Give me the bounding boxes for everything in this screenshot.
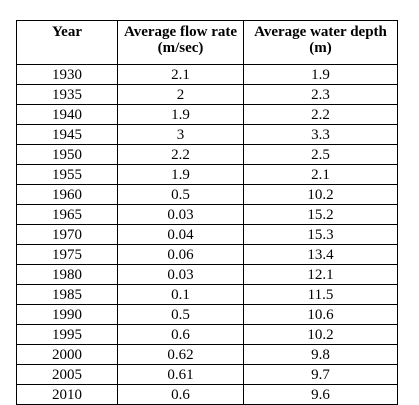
year-cell: 2005 [16,364,118,385]
flow-rate-cell: 2.2 [117,144,244,165]
year-cell: 1940 [16,104,118,125]
water-depth-cell: 3.3 [243,124,398,145]
year-cell: 1990 [16,304,118,325]
water-depth-cell: 9.8 [243,344,398,365]
flow-rate-cell: 0.06 [117,244,244,265]
water-depth-cell: 1.9 [243,64,398,85]
table-row: 1930 2.1 1.9 [16,64,398,85]
table-row: 1995 0.6 10.2 [16,324,398,345]
water-depth-cell: 10.2 [243,324,398,345]
year-cell: 1950 [16,144,118,165]
year-cell: 1975 [16,244,118,265]
water-depth-cell: 9.6 [243,384,398,405]
year-cell: 1945 [16,124,118,145]
table-row: 1945 3 3.3 [16,124,398,145]
flow-rate-cell: 0.03 [117,264,244,285]
table-row: 1965 0.03 15.2 [16,204,398,225]
flow-rate-cell: 0.04 [117,224,244,245]
flow-rate-cell: 1.9 [117,164,244,185]
header-flow-rate: Average flow rate (m/sec) [117,20,244,65]
header-year: Year [16,20,118,65]
year-cell: 1930 [16,64,118,85]
water-depth-cell: 2.3 [243,84,398,105]
water-depth-cell: 10.6 [243,304,398,325]
flow-rate-cell: 3 [117,124,244,145]
flow-rate-cell: 0.1 [117,284,244,305]
table-row: 1950 2.2 2.5 [16,144,398,165]
year-cell: 1985 [16,284,118,305]
flow-rate-cell: 0.6 [117,384,244,405]
table-row: 2010 0.6 9.6 [16,384,398,405]
year-cell: 1965 [16,204,118,225]
water-depth-cell: 2.1 [243,164,398,185]
table-row: 2000 0.62 9.8 [16,344,398,365]
flow-rate-cell: 1.9 [117,104,244,125]
year-cell: 1970 [16,224,118,245]
year-cell: 1995 [16,324,118,345]
table-row: 1985 0.1 11.5 [16,284,398,305]
table-row: 1970 0.04 15.3 [16,224,398,245]
table-row: 1955 1.9 2.1 [16,164,398,185]
water-depth-cell: 2.2 [243,104,398,125]
flow-rate-cell: 2 [117,84,244,105]
table-body: 1930 2.1 1.9 1935 2 2.3 1940 1.9 2.2 1945 3 3.3 1950… [16,64,398,405]
water-depth-cell: 13.4 [243,244,398,265]
water-depth-cell: 9.7 [243,364,398,385]
table-row: 1960 0.5 10.2 [16,184,398,205]
flow-rate-cell: 0.03 [117,204,244,225]
data-table: Year Average flow rate (m/sec) Average w… [16,20,398,405]
flow-rate-cell: 0.62 [117,344,244,365]
table-row: 1980 0.03 12.1 [16,264,398,285]
year-cell: 1955 [16,164,118,185]
year-cell: 1935 [16,84,118,105]
table-row: 2005 0.61 9.7 [16,364,398,385]
water-depth-cell: 2.5 [243,144,398,165]
table-row: 1990 0.5 10.6 [16,304,398,325]
year-cell: 2010 [16,384,118,405]
year-cell: 1960 [16,184,118,205]
flow-rate-cell: 0.5 [117,184,244,205]
flow-rate-cell: 0.5 [117,304,244,325]
header-row: Year Average flow rate (m/sec) Average w… [16,20,398,65]
water-depth-cell: 15.3 [243,224,398,245]
year-cell: 1980 [16,264,118,285]
water-depth-cell: 11.5 [243,284,398,305]
flow-rate-cell: 2.1 [117,64,244,85]
water-depth-cell: 10.2 [243,184,398,205]
table-row: 1940 1.9 2.2 [16,104,398,125]
flow-rate-cell: 0.61 [117,364,244,385]
year-cell: 2000 [16,344,118,365]
table-row: 1935 2 2.3 [16,84,398,105]
flow-rate-cell: 0.6 [117,324,244,345]
header-water-depth: Average water depth (m) [243,20,398,65]
water-depth-cell: 15.2 [243,204,398,225]
water-depth-cell: 12.1 [243,264,398,285]
table-row: 1975 0.06 13.4 [16,244,398,265]
